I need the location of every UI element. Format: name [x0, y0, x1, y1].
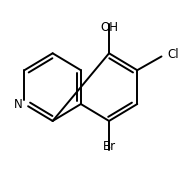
- Text: OH: OH: [100, 21, 118, 34]
- Text: Cl: Cl: [167, 48, 179, 61]
- Text: Br: Br: [102, 140, 116, 153]
- Text: N: N: [14, 98, 23, 111]
